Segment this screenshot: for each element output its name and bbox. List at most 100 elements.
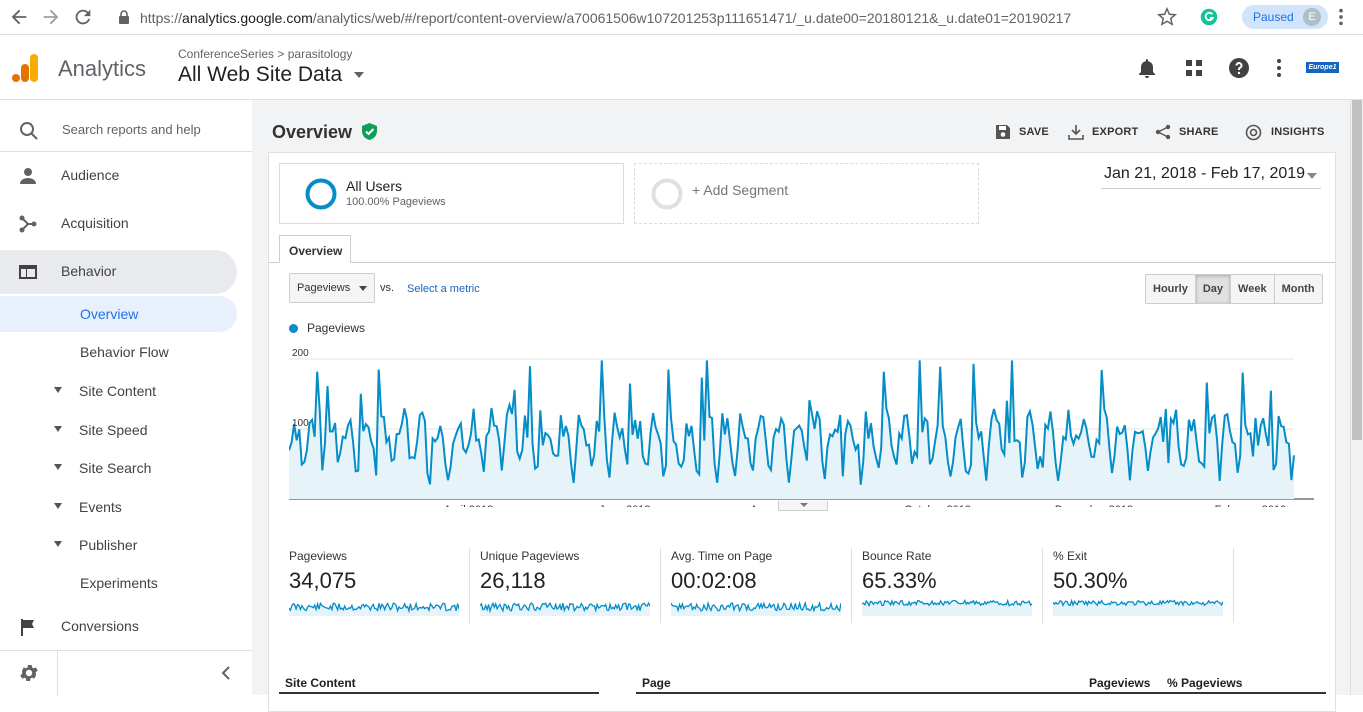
sync-status: Paused bbox=[1253, 10, 1294, 24]
view-name: All Web Site Data bbox=[178, 63, 343, 86]
sidebar-item-events[interactable]: Events bbox=[0, 489, 237, 525]
expand-caret-icon bbox=[54, 503, 62, 509]
tab-overview[interactable]: Overview bbox=[279, 235, 351, 263]
notifications-bell-icon[interactable] bbox=[1135, 56, 1159, 80]
add-segment-button[interactable]: + Add Segment bbox=[634, 163, 979, 224]
save-label: SAVE bbox=[1019, 126, 1049, 138]
granularity-day-button[interactable]: Day bbox=[1195, 275, 1232, 303]
scorecard-label: Bounce Rate bbox=[862, 549, 932, 563]
breadcrumb[interactable]: ConferenceSeries > parasitology bbox=[178, 47, 353, 61]
sidebar-item-experiments[interactable]: Experiments bbox=[0, 565, 237, 601]
insights-icon bbox=[1245, 124, 1262, 141]
app-header: Analytics ConferenceSeries > parasitolog… bbox=[0, 36, 1363, 100]
page-scrollbar[interactable] bbox=[1350, 100, 1363, 695]
metric-dropdown[interactable]: Pageviews bbox=[289, 273, 375, 303]
sidebar-item-label: Site Speed bbox=[79, 422, 148, 438]
scorecard-value: 34,075 bbox=[289, 568, 357, 593]
table-header-pageviews[interactable]: Pageviews bbox=[1089, 676, 1151, 690]
export-button[interactable]: EXPORT bbox=[1068, 124, 1143, 142]
help-icon[interactable] bbox=[1227, 56, 1251, 80]
scorecard-label: Pageviews bbox=[289, 549, 348, 563]
date-range-value: Jan 21, 2018 - Feb 17, 2019 bbox=[1104, 165, 1306, 182]
sidebar-item-overview[interactable]: Overview bbox=[0, 296, 237, 332]
bookmark-star-icon[interactable] bbox=[1156, 6, 1178, 28]
save-button[interactable]: SAVE bbox=[995, 124, 1055, 142]
scorecard-divider bbox=[1233, 548, 1234, 623]
scorecard[interactable]: Unique Pageviews 26,118 bbox=[480, 548, 671, 623]
insights-button[interactable]: INSIGHTS bbox=[1245, 124, 1337, 142]
page-title: Overview bbox=[272, 122, 378, 143]
pageviews-chart[interactable]: 200100April 2018June 2018August 2018Octo… bbox=[289, 339, 1314, 507]
granularity-toggle: Hourly Day Week Month bbox=[1145, 274, 1323, 304]
segment-name: All Users bbox=[346, 178, 403, 194]
segment-all-users[interactable]: All Users 100.00% Pageviews bbox=[279, 163, 624, 224]
app-title: Analytics bbox=[58, 56, 147, 81]
scorecard[interactable]: Bounce Rate 65.33% bbox=[862, 548, 1053, 623]
address-bar[interactable]: https://analytics.google.com/analytics/w… bbox=[110, 4, 1190, 31]
apps-grid-icon[interactable] bbox=[1182, 56, 1206, 80]
search-reports[interactable]: Search reports and help bbox=[0, 108, 252, 152]
date-range-picker[interactable]: Jan 21, 2018 - Feb 17, 2019 bbox=[1101, 163, 1321, 189]
sparkline-line bbox=[1053, 598, 1223, 607]
profile-sync-button[interactable]: Paused E bbox=[1242, 5, 1328, 29]
save-disk-icon bbox=[996, 125, 1010, 139]
share-button[interactable]: SHARE bbox=[1155, 124, 1225, 142]
chart-expand-handle[interactable] bbox=[778, 501, 828, 511]
collapse-chevron-left-icon[interactable] bbox=[218, 665, 234, 681]
segment-share: 100.00% Pageviews bbox=[346, 196, 446, 208]
sidebar-item-behavior-flow[interactable]: Behavior Flow bbox=[0, 334, 237, 370]
view-selector[interactable]: All Web Site Data bbox=[178, 63, 365, 87]
add-segment-label: + Add Segment bbox=[692, 182, 789, 198]
table-header-page[interactable]: Page bbox=[642, 676, 671, 690]
more-vert-icon[interactable] bbox=[1267, 56, 1291, 80]
scorecard-label: Avg. Time on Page bbox=[671, 549, 773, 563]
expand-caret-icon bbox=[54, 426, 62, 432]
share-label: SHARE bbox=[1179, 126, 1219, 138]
sidebar-footer bbox=[0, 650, 252, 696]
sidebar-item-label: Behavior bbox=[61, 263, 117, 279]
table-header-pct-pageviews[interactable]: % Pageviews bbox=[1167, 676, 1243, 690]
sidebar-item-label: Conversions bbox=[61, 618, 139, 634]
granularity-hourly-button[interactable]: Hourly bbox=[1146, 275, 1196, 303]
scorecard-sparkline bbox=[671, 600, 841, 616]
grammarly-icon[interactable] bbox=[1198, 6, 1220, 28]
chart-x-tick-label: June 2018 bbox=[599, 504, 650, 507]
sidebar-item-site-speed[interactable]: Site Speed bbox=[0, 412, 237, 448]
scorecard[interactable]: % Exit 50.30% bbox=[1053, 548, 1244, 623]
sidebar-item-site-content[interactable]: Site Content bbox=[0, 373, 237, 409]
account-badge[interactable]: Europe1 bbox=[1306, 62, 1339, 73]
segment-ring-icon bbox=[305, 178, 337, 210]
granularity-week-button[interactable]: Week bbox=[1231, 275, 1275, 303]
granularity-month-button[interactable]: Month bbox=[1281, 283, 1315, 295]
vs-label: vs. bbox=[380, 282, 395, 294]
sidebar-item-behavior[interactable]: Behavior bbox=[0, 250, 237, 294]
search-input[interactable]: Search reports and help bbox=[62, 122, 201, 137]
chart-x-tick-label: April 2018 bbox=[444, 504, 494, 507]
chevron-down-icon bbox=[354, 72, 365, 79]
sidebar-item-publisher[interactable]: Publisher bbox=[0, 527, 237, 563]
forward-icon[interactable] bbox=[40, 6, 62, 28]
chart-area-fill bbox=[289, 360, 1294, 499]
scrollbar-thumb[interactable] bbox=[1352, 100, 1362, 440]
export-label: EXPORT bbox=[1092, 126, 1139, 138]
sidebar-item-audience[interactable]: Audience bbox=[0, 154, 237, 198]
legend-label: Pageviews bbox=[307, 321, 366, 335]
scorecard-sparkline bbox=[289, 601, 459, 616]
share-icon bbox=[1155, 124, 1171, 140]
chevron-down-icon bbox=[800, 503, 808, 507]
select-metric-link[interactable]: Select a metric bbox=[407, 283, 480, 295]
report-area: Overview SAVE EXPORT SHARE INSIGHTS All … bbox=[252, 100, 1350, 712]
chevron-down-icon bbox=[359, 286, 367, 291]
sidebar-item-acquisition[interactable]: Acquisition bbox=[0, 202, 237, 246]
browser-menu-icon[interactable] bbox=[1330, 6, 1352, 28]
reload-icon[interactable] bbox=[72, 6, 94, 28]
chart-x-tick-label: December 2018 bbox=[1055, 504, 1133, 507]
table-header-rule bbox=[279, 692, 599, 694]
back-icon[interactable] bbox=[8, 6, 30, 28]
gear-icon[interactable] bbox=[18, 662, 40, 684]
scorecard[interactable]: Avg. Time on Page 00:02:08 bbox=[671, 548, 862, 623]
sidebar-item-conversions[interactable]: Conversions bbox=[0, 605, 237, 649]
sidebar-item-site-search[interactable]: Site Search bbox=[0, 450, 237, 486]
report-panel: All Users 100.00% Pageviews + Add Segmen… bbox=[268, 152, 1336, 712]
scorecard[interactable]: Pageviews 34,075 bbox=[289, 548, 480, 623]
